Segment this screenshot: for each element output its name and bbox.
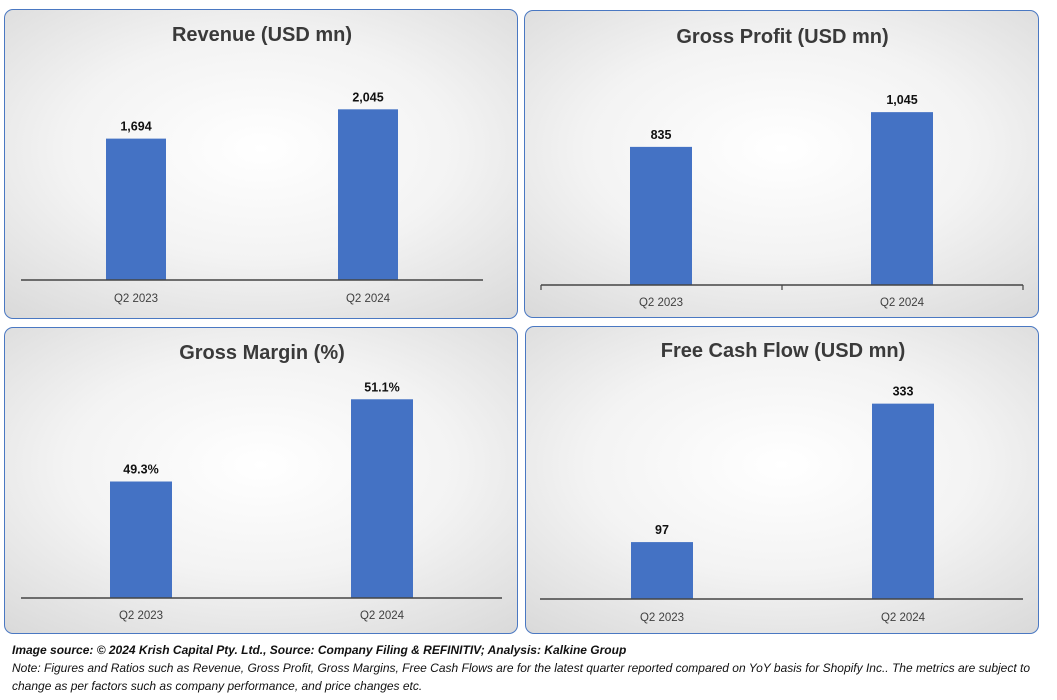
chart-panel-gross-margin: Gross Margin (%) 49.3% Q2 2023 51.1% Q2 2024 — [4, 327, 518, 634]
revenue-value-label-0: 1,694 — [120, 120, 151, 134]
footer: Image source: © 2024 Krish Capital Pty. … — [12, 641, 1052, 695]
free-cash-flow-value-label-1: 333 — [893, 385, 914, 399]
footnote: Note: Figures and Ratios such as Revenue… — [12, 661, 1031, 693]
gross-margin-chart: Gross Margin (%) 49.3% Q2 2023 51.1% Q2 2024 — [21, 342, 502, 622]
free-cash-flow-bar-0 — [631, 542, 693, 599]
free-cash-flow-category-label-0: Q2 2023 — [640, 612, 684, 624]
image-source-line: Image source: © 2024 Krish Capital Pty. … — [12, 643, 627, 657]
revenue-value-label-1: 2,045 — [352, 90, 383, 104]
gross-profit-category-label-0: Q2 2023 — [639, 297, 683, 309]
gross-margin-value-label-1: 51.1% — [364, 380, 399, 394]
gross-margin-value-label-0: 49.3% — [123, 463, 158, 477]
revenue-bar-1 — [338, 109, 398, 280]
gross-profit-chart-title: Gross Profit (USD mn) — [676, 26, 888, 48]
free-cash-flow-category-label-1: Q2 2024 — [881, 612, 926, 624]
gross-profit-value-label-1: 1,045 — [886, 93, 917, 107]
free-cash-flow-chart-title: Free Cash Flow (USD mn) — [661, 340, 905, 362]
revenue-chart-title: Revenue (USD mn) — [172, 24, 352, 46]
chart-panel-free-cash-flow: Free Cash Flow (USD mn) 97 Q2 2023 333 Q2 20… — [525, 326, 1039, 634]
gross-margin-bar-1 — [351, 399, 413, 598]
gross-profit-chart: Gross Profit (USD mn) 835 Q2 2023 1,045 Q2 2… — [540, 26, 1024, 309]
gross-margin-chart-title: Gross Margin (%) — [179, 342, 345, 364]
revenue-category-label-0: Q2 2023 — [114, 293, 158, 305]
chart-panel-gross-profit: Gross Profit (USD mn) 835 Q2 2023 1,045 Q2 2… — [524, 10, 1039, 318]
gross-profit-bar-0 — [630, 146, 692, 285]
gross-profit-category-label-1: Q2 2024 — [880, 297, 925, 309]
gross-margin-bar-0 — [110, 481, 172, 598]
free-cash-flow-bar-1 — [872, 403, 934, 599]
gross-margin-category-label-0: Q2 2023 — [119, 610, 163, 622]
free-cash-flow-chart: Free Cash Flow (USD mn) 97 Q2 2023 333 Q2 20… — [540, 340, 1023, 624]
revenue-chart: Revenue (USD mn) 1,694 Q2 2023 2,045 Q2 2024 — [21, 24, 483, 305]
gross-profit-value-label-0: 835 — [651, 128, 672, 142]
free-cash-flow-value-label-0: 97 — [655, 523, 669, 537]
gross-margin-category-label-1: Q2 2024 — [360, 610, 405, 622]
revenue-category-label-1: Q2 2024 — [346, 293, 391, 305]
gross-profit-bar-1 — [871, 112, 933, 286]
revenue-bar-0 — [106, 138, 166, 280]
chart-panel-revenue: Revenue (USD mn) 1,694 Q2 2023 2,045 Q2 2024 — [4, 9, 518, 319]
